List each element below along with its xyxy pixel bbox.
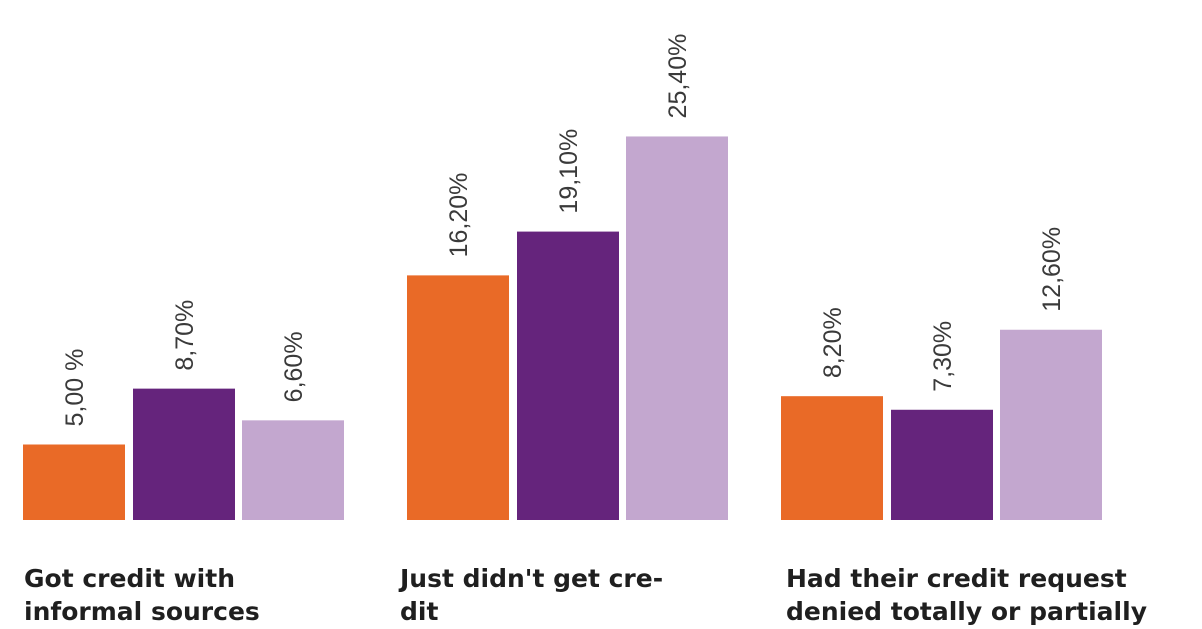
bar-request-denied-series-3 xyxy=(1000,329,1102,520)
category-label-didnt-get-credit: Just didn't get cre- dit xyxy=(400,564,664,626)
data-label-didnt-get-credit-series-1: 16,20% xyxy=(445,173,473,258)
data-label-request-denied-series-2: 7,30% xyxy=(929,321,957,392)
bar-didnt-get-credit-series-1 xyxy=(407,275,509,520)
data-label-request-denied-series-3: 12,60% xyxy=(1038,227,1066,312)
category-label-request-denied: Had their credit request denied totally … xyxy=(786,564,1147,626)
bar-request-denied-series-1 xyxy=(781,396,883,520)
bar-informal-sources-series-2 xyxy=(133,388,235,520)
data-label-didnt-get-credit-series-2: 19,10% xyxy=(555,129,583,214)
bar-didnt-get-credit-series-3 xyxy=(626,136,728,520)
category-label-informal-sources: Got credit with informal sources xyxy=(24,564,260,626)
data-label-informal-sources-series-3: 6,60% xyxy=(280,331,308,402)
bar-informal-sources-series-3 xyxy=(242,420,344,520)
bar-request-denied-series-2 xyxy=(891,409,993,520)
data-label-didnt-get-credit-series-3: 25,40% xyxy=(664,34,692,119)
bar-didnt-get-credit-series-2 xyxy=(517,231,619,520)
data-label-informal-sources-series-1: 5,00 % xyxy=(61,349,89,427)
bar-informal-sources-series-1 xyxy=(23,444,125,520)
data-label-request-denied-series-1: 8,20% xyxy=(819,307,847,378)
data-label-informal-sources-series-2: 8,70% xyxy=(171,300,199,371)
